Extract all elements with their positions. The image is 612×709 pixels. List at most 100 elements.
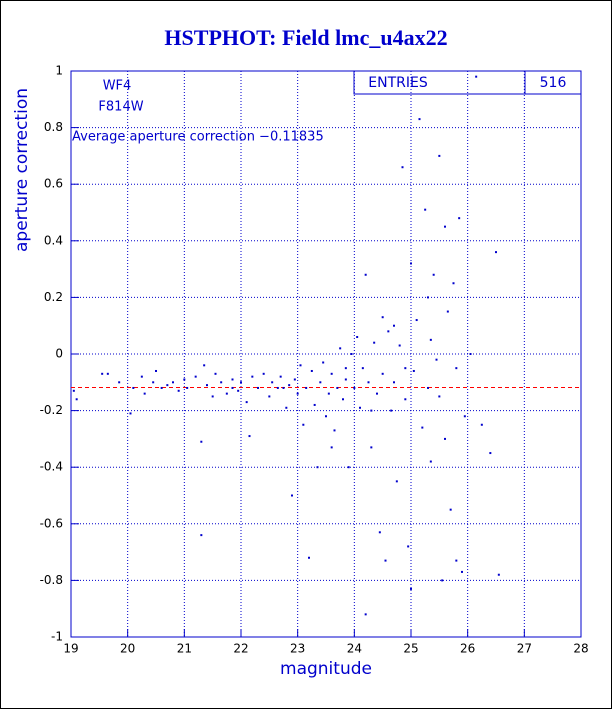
point <box>429 338 432 341</box>
point <box>325 415 327 418</box>
point <box>268 395 271 398</box>
point <box>293 378 296 381</box>
point <box>279 375 282 378</box>
point <box>421 426 424 429</box>
point <box>262 372 265 375</box>
point <box>344 378 347 381</box>
point <box>361 367 364 370</box>
point <box>206 384 208 387</box>
point <box>322 361 325 364</box>
point <box>194 375 197 378</box>
point <box>463 415 466 418</box>
point <box>271 381 274 384</box>
stats-value: 516 <box>540 75 567 91</box>
point <box>296 392 299 395</box>
point <box>410 587 412 590</box>
point <box>200 440 203 443</box>
point <box>401 166 404 169</box>
point <box>381 372 384 375</box>
point <box>152 381 155 384</box>
point <box>291 494 293 497</box>
point <box>183 378 186 381</box>
point <box>200 534 203 537</box>
point <box>415 319 418 322</box>
point <box>475 75 478 78</box>
point <box>288 384 291 387</box>
x-tick-label: 24 <box>347 642 362 656</box>
x-axis-label: magnitude <box>280 659 372 679</box>
point <box>282 386 285 389</box>
point <box>461 570 463 573</box>
point <box>455 559 458 562</box>
point <box>160 386 163 389</box>
point <box>231 378 234 381</box>
point <box>129 412 132 415</box>
point <box>364 273 367 276</box>
point <box>489 452 492 455</box>
point <box>305 386 308 389</box>
point <box>316 466 319 469</box>
point <box>452 282 455 285</box>
point <box>308 556 310 559</box>
point <box>313 403 316 406</box>
y-tick-label: 0.8 <box>44 120 63 134</box>
point <box>438 395 441 398</box>
point <box>449 508 452 511</box>
point <box>330 372 333 375</box>
point <box>373 341 376 344</box>
point <box>398 344 401 347</box>
point <box>231 386 234 389</box>
y-tick-label: 0 <box>55 347 63 361</box>
point <box>336 386 339 389</box>
point <box>75 398 78 401</box>
point <box>395 480 398 483</box>
x-tick-label: 23 <box>290 642 305 656</box>
point <box>393 324 395 327</box>
point <box>378 531 381 534</box>
point <box>240 381 242 384</box>
point <box>446 310 449 313</box>
point <box>339 347 342 350</box>
point <box>214 372 217 375</box>
point <box>429 460 432 463</box>
point <box>455 367 458 370</box>
point <box>237 389 240 392</box>
point <box>140 375 143 378</box>
y-tick-label: -0.4 <box>40 460 63 474</box>
x-tick-label: 26 <box>460 642 475 656</box>
point <box>248 435 251 438</box>
point <box>410 262 412 265</box>
point <box>418 118 421 121</box>
point <box>166 384 169 387</box>
point <box>356 336 359 339</box>
chart-title: HSTPHOT: Field lmc_u4ax22 <box>164 25 447 50</box>
y-tick-label: -0.2 <box>40 403 63 417</box>
point <box>438 154 441 157</box>
point <box>302 423 305 426</box>
point <box>333 429 336 432</box>
stats-label: ENTRIES <box>368 75 428 91</box>
point <box>257 386 259 389</box>
point <box>381 316 384 319</box>
point <box>427 386 429 389</box>
point <box>330 446 333 449</box>
point <box>203 364 206 367</box>
plot-frame <box>70 70 582 638</box>
point <box>344 367 347 370</box>
point <box>427 296 429 299</box>
point <box>327 392 330 395</box>
x-tick-label: 20 <box>120 642 135 656</box>
point <box>342 398 344 401</box>
point <box>347 466 350 469</box>
point <box>101 372 104 375</box>
point <box>285 406 288 409</box>
y-tick-label: -0.6 <box>40 516 63 530</box>
point <box>211 395 214 398</box>
point <box>319 381 322 384</box>
x-tick-label: 21 <box>177 642 192 656</box>
x-tick-label: 25 <box>403 642 418 656</box>
point <box>186 386 189 389</box>
point <box>364 613 367 616</box>
point <box>404 367 407 370</box>
y-tick-label: 0.2 <box>44 290 63 304</box>
